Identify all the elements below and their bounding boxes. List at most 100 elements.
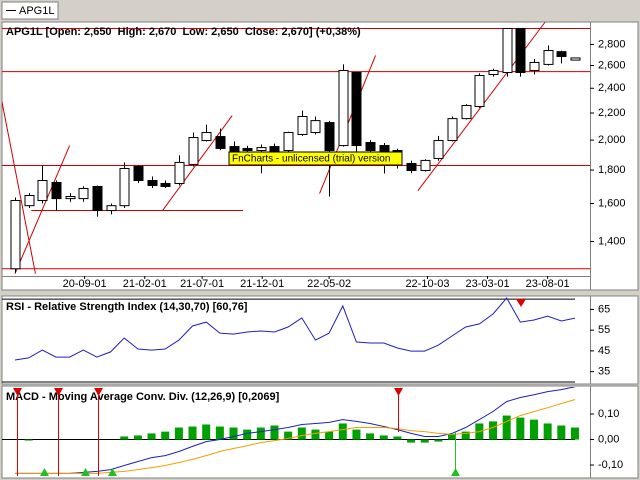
x-tick-label: 21-07-01 bbox=[180, 278, 224, 290]
histogram-bar bbox=[311, 429, 320, 440]
histogram-bar bbox=[366, 433, 375, 440]
macd-line bbox=[15, 399, 576, 474]
candle-body bbox=[297, 116, 308, 135]
candle-body bbox=[433, 140, 444, 159]
candle-body bbox=[201, 132, 212, 142]
x-tick-label: 20-09-01 bbox=[63, 278, 107, 290]
histogram-bar bbox=[297, 427, 306, 440]
candle-body bbox=[37, 180, 48, 202]
panel-title: RSI - Relative Strength Index (14,30,70)… bbox=[6, 301, 248, 313]
histogram-bar bbox=[530, 419, 538, 440]
candle-body bbox=[488, 69, 499, 76]
y-tick-label: 2,800 bbox=[598, 38, 626, 50]
sell-arrow bbox=[516, 299, 526, 307]
candle-body bbox=[215, 136, 226, 149]
y-tick-label: 0,00 bbox=[598, 433, 619, 445]
buy-arrow bbox=[108, 468, 117, 476]
buy-arrow bbox=[40, 468, 49, 476]
trend-line bbox=[14, 145, 71, 274]
y-tick-label: 2,400 bbox=[598, 82, 626, 94]
candle-body bbox=[324, 122, 335, 152]
x-tick-label: 22-05-02 bbox=[307, 278, 351, 290]
watermark-box bbox=[228, 151, 403, 166]
watermark: FnCharts - unlicensed (trial) version bbox=[232, 154, 390, 165]
y-tick-label: 35 bbox=[598, 366, 610, 378]
y-tick-label: 55 bbox=[598, 324, 610, 336]
y-tick-label: 1,800 bbox=[598, 164, 626, 176]
buy-arrow bbox=[451, 468, 460, 476]
candle-body bbox=[461, 104, 472, 120]
histogram-bar bbox=[570, 427, 579, 440]
x-tick-label: 23-03-01 bbox=[466, 278, 510, 290]
price-plot bbox=[2, 22, 590, 274]
histogram-bar bbox=[243, 429, 252, 440]
histogram-bar bbox=[174, 427, 183, 440]
histogram-bar bbox=[393, 436, 402, 440]
candle-body bbox=[78, 187, 89, 200]
sell-arrow bbox=[13, 388, 22, 396]
candle-body bbox=[365, 142, 376, 152]
histogram-bar bbox=[557, 425, 566, 440]
symbol-tab[interactable]: APG1L bbox=[1, 1, 59, 20]
histogram-bar bbox=[188, 426, 197, 440]
candle-body bbox=[338, 69, 349, 147]
candle-body bbox=[174, 161, 185, 184]
y-tick-label: 2,600 bbox=[598, 59, 626, 71]
histogram-bar bbox=[516, 417, 525, 440]
macd-line bbox=[15, 387, 576, 474]
candle-body bbox=[570, 57, 581, 61]
y-tick-label: 1,400 bbox=[598, 235, 626, 247]
sell-arrow bbox=[94, 388, 103, 396]
candle-body bbox=[10, 200, 21, 270]
histogram-bar bbox=[284, 431, 293, 440]
histogram-bar bbox=[407, 439, 416, 443]
candle-body bbox=[406, 162, 417, 172]
tab-frame bbox=[1, 1, 59, 20]
candle-body bbox=[420, 159, 431, 172]
tab-label: APG1L bbox=[19, 5, 54, 17]
histogram-bar bbox=[502, 415, 511, 440]
candle-body bbox=[474, 75, 485, 107]
candle-body bbox=[515, 27, 526, 73]
panel-title: MACD - Moving Average Conv. Div. (12,26,… bbox=[6, 391, 280, 403]
rsi-line bbox=[14, 297, 576, 361]
candle-body bbox=[502, 27, 513, 73]
histogram-bar bbox=[352, 429, 361, 440]
histogram-bar bbox=[202, 424, 211, 440]
candle-body bbox=[65, 196, 76, 200]
candle-body bbox=[556, 51, 567, 57]
histogram-bar bbox=[161, 431, 170, 440]
candle-body bbox=[351, 71, 362, 147]
candle-body bbox=[188, 137, 199, 165]
x-tick-label: 21-02-01 bbox=[123, 278, 167, 290]
candle-body bbox=[51, 181, 62, 200]
macd-plot bbox=[2, 387, 579, 474]
histogram-bar bbox=[270, 425, 279, 440]
candle-body bbox=[283, 132, 294, 152]
candle-body bbox=[160, 182, 171, 187]
y-tick-label: -0,10 bbox=[598, 459, 623, 471]
candle-body bbox=[24, 194, 35, 207]
sell-arrow bbox=[54, 388, 63, 396]
candle-body bbox=[119, 167, 130, 207]
histogram-bar bbox=[24, 439, 33, 441]
y-tick-label: 0,10 bbox=[598, 408, 619, 420]
rsi-plot bbox=[2, 297, 576, 383]
histogram-bar bbox=[120, 436, 129, 440]
candle-body bbox=[242, 147, 253, 152]
buy-arrow bbox=[81, 468, 90, 476]
candle-body bbox=[310, 120, 321, 134]
x-tick-label: 22-10-03 bbox=[405, 278, 449, 290]
panel-title: APG1L [Open: 2,650 High: 2,670 Low: 2,65… bbox=[6, 26, 361, 38]
histogram-bar bbox=[379, 435, 388, 440]
histogram-bar bbox=[338, 423, 347, 440]
signal-arrows bbox=[13, 299, 526, 476]
histogram-bar bbox=[229, 427, 238, 440]
y-tick-label: 45 bbox=[598, 345, 610, 357]
candle-body bbox=[147, 180, 158, 186]
candle-body bbox=[106, 205, 117, 212]
candle-body bbox=[133, 165, 144, 182]
histogram-bar bbox=[147, 433, 156, 440]
histogram-bar bbox=[489, 421, 498, 440]
